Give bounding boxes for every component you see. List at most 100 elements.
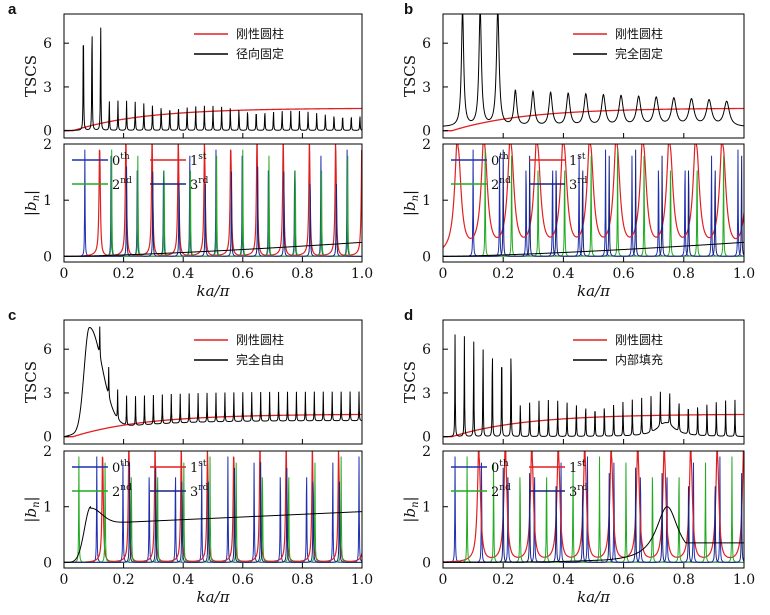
bottom-frame (442, 450, 745, 569)
legend-sup: rd (198, 176, 208, 186)
xtick-label: 0 (439, 266, 448, 282)
xtick-label: 0.6 (232, 572, 254, 588)
legend-label: 2nd (491, 176, 511, 193)
series-3rd (443, 149, 744, 257)
legend-label: 3rd (569, 176, 588, 193)
top-frame (63, 319, 363, 445)
ylabel-part: b (401, 508, 419, 518)
legend-sup: th (499, 459, 509, 469)
xtick-label: 0 (60, 572, 69, 588)
series-刚性圆柱 (64, 413, 362, 438)
xtick-label: 0.8 (291, 266, 313, 282)
series-3rd (64, 166, 362, 257)
series-完全固定 (443, 14, 744, 127)
xtick-label: 1.0 (733, 266, 755, 282)
panel-label: b (404, 1, 413, 18)
legend-sup: st (577, 459, 586, 469)
xtick-label: 0.2 (492, 266, 514, 282)
ytick-label-bottom: 0 (422, 555, 431, 571)
series-2nd (443, 456, 744, 563)
series-1st (64, 451, 362, 563)
legend-sup: nd (120, 176, 132, 186)
ylabel-part: | (22, 518, 40, 523)
ylabel-part: | (401, 496, 419, 501)
xtick-label: 0.2 (492, 572, 514, 588)
panel-label: a (8, 1, 17, 18)
panel-label: c (8, 307, 16, 324)
legend-label: 完全固定 (615, 46, 663, 61)
xtick-label: 0.4 (552, 572, 574, 588)
ytick-label-top: 3 (43, 80, 52, 96)
series-0th (64, 149, 362, 257)
series-1st (443, 144, 744, 248)
ytick-label-top: 6 (422, 342, 431, 358)
ylabel-part: n (31, 501, 42, 507)
ytick-label-bottom: 0 (422, 249, 431, 265)
ylabel-part: n (410, 195, 421, 201)
bottom-frame (63, 450, 363, 569)
bottom-plot-area (64, 451, 362, 563)
series-0th (443, 456, 744, 563)
ylabel-part: | (401, 190, 419, 195)
ytick-label-bottom: 0 (43, 249, 52, 265)
xtick-label: 0.4 (172, 266, 194, 282)
legend-sup: st (198, 459, 207, 469)
xtick-label: 0.2 (112, 572, 134, 588)
xlabel: ka/π (577, 282, 611, 300)
legend-label: 刚性圆柱 (236, 332, 284, 347)
series-3rd (64, 462, 362, 563)
bottom-plot-area (443, 451, 744, 563)
ylabel-part: n (31, 195, 42, 201)
ylabel-part: | (401, 518, 419, 523)
legend-sup: rd (577, 176, 587, 186)
ytick-label-top: 3 (422, 386, 431, 402)
xtick-label: 0.4 (552, 266, 574, 282)
legend-sup: rd (577, 483, 587, 493)
ytick-label-bottom: 2 (43, 444, 52, 460)
legend-sup: th (120, 152, 130, 162)
legend-label: 1st (190, 459, 207, 476)
series-background (443, 241, 744, 257)
bottom-frame (63, 143, 363, 263)
ytick-label-bottom: 2 (43, 137, 52, 153)
ylabel-part: b (401, 201, 419, 211)
ylabel-part: | (401, 211, 419, 216)
xtick-label: 0.2 (112, 266, 134, 282)
bottom-frame (442, 143, 745, 263)
ytick-label-bottom: 2 (422, 137, 431, 153)
legend-label: 刚性圆柱 (615, 26, 663, 41)
series-2nd (64, 149, 362, 257)
ylabel-bottom: |bn| (401, 190, 421, 216)
top-plot-area (443, 334, 744, 438)
ytick-label-top: 6 (422, 36, 431, 52)
ylabel-bottom: |bn| (22, 190, 42, 216)
xlabel: ka/π (577, 588, 611, 606)
ytick-label-top: 0 (422, 124, 431, 140)
ytick-label-top: 0 (43, 430, 52, 446)
xtick-label: 0 (439, 572, 448, 588)
ytick-label-top: 6 (43, 36, 52, 52)
ytick-label-bottom: 1 (43, 500, 52, 516)
top-frame (442, 319, 745, 445)
xtick-label: 0 (60, 266, 69, 282)
series-3rd (443, 467, 744, 563)
legend-label: 0th (112, 459, 130, 476)
ylabel-top: TSCS (22, 55, 40, 97)
legend-sup: rd (198, 483, 208, 493)
xtick-label: 1.0 (351, 266, 373, 282)
bottom-plot-area (443, 144, 744, 257)
ytick-label-bottom: 1 (422, 193, 431, 209)
top-frame (442, 13, 745, 139)
legend-label: 刚性圆柱 (236, 26, 284, 41)
series-monopole (64, 505, 362, 563)
legend-sup: st (577, 152, 586, 162)
ytick-label-top: 6 (43, 342, 52, 358)
ylabel-part: | (22, 496, 40, 501)
xtick-label: 0.8 (673, 572, 695, 588)
legend-sup: th (499, 152, 509, 162)
top-plot-area (64, 326, 362, 438)
legend-sup: st (198, 152, 207, 162)
